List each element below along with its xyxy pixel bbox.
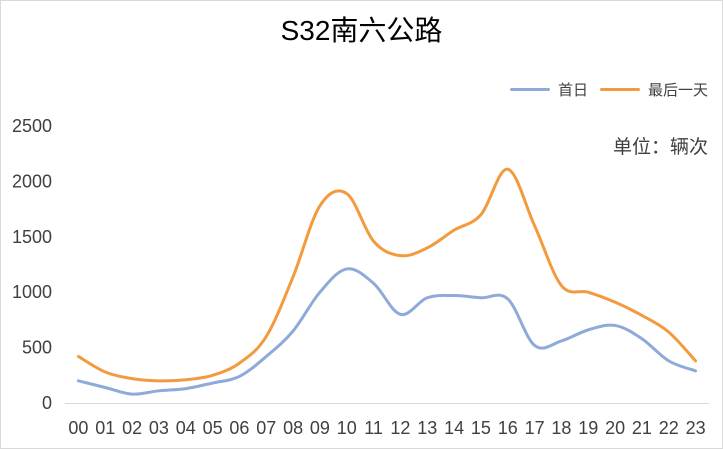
x-tick-label: 08	[283, 418, 303, 438]
x-tick-label: 21	[632, 418, 652, 438]
legend-swatch-first-day	[509, 88, 550, 91]
x-tick-label: 11	[364, 418, 383, 438]
x-tick-label: 20	[605, 418, 625, 438]
x-tick-label: 03	[149, 418, 169, 438]
x-tick-label: 02	[122, 418, 142, 438]
unit-label: 单位：辆次	[612, 137, 708, 158]
chart-title: S32南六公路	[280, 15, 443, 46]
legend-item-first-day: 首日	[509, 79, 588, 100]
series-line-first-day	[76, 267, 698, 396]
legend-label-first-day: 首日	[557, 82, 588, 99]
x-tick-label: 04	[176, 418, 196, 438]
x-tick-label: 18	[551, 418, 571, 438]
series-line-last-day	[76, 167, 698, 383]
y-axis: 2500 2000 1500 1000 500 0	[12, 116, 52, 413]
x-tick-label: 23	[686, 418, 706, 438]
x-tick-label: 16	[498, 418, 518, 438]
y-tick-label: 1000	[12, 282, 52, 302]
x-axis: 00 01 02 03 04 05 06 07 08 09 10 11 12 13 14 15 16 17 18 19…	[68, 418, 705, 438]
x-tick-label: 13	[417, 418, 437, 438]
x-tick-label: 07	[256, 418, 276, 438]
x-tick-label: 09	[310, 418, 330, 438]
x-tick-label: 14	[444, 418, 464, 438]
x-tick-label: 12	[390, 418, 410, 438]
x-tick-label: 06	[229, 418, 249, 438]
x-tick-label: 17	[525, 418, 545, 438]
y-tick-label: 2000	[12, 171, 52, 191]
x-tick-label: 01	[95, 418, 115, 438]
legend-item-last-day: 最后一天	[599, 79, 708, 100]
x-tick-label: 22	[659, 418, 679, 438]
x-tick-label: 19	[578, 418, 598, 438]
legend-label-last-day: 最后一天	[647, 82, 708, 99]
x-tick-label: 00	[68, 418, 88, 438]
x-tick-label: 05	[203, 418, 223, 438]
series-layer	[76, 167, 698, 396]
y-tick-label: 0	[42, 393, 52, 413]
y-tick-label: 500	[22, 338, 52, 358]
x-tick-label: 10	[337, 418, 357, 438]
y-tick-label: 1500	[12, 227, 52, 247]
legend-swatch-last-day	[599, 88, 640, 91]
y-tick-label: 2500	[12, 116, 52, 136]
x-tick-label: 15	[471, 418, 491, 438]
legend: 首日 最后一天	[509, 79, 708, 100]
